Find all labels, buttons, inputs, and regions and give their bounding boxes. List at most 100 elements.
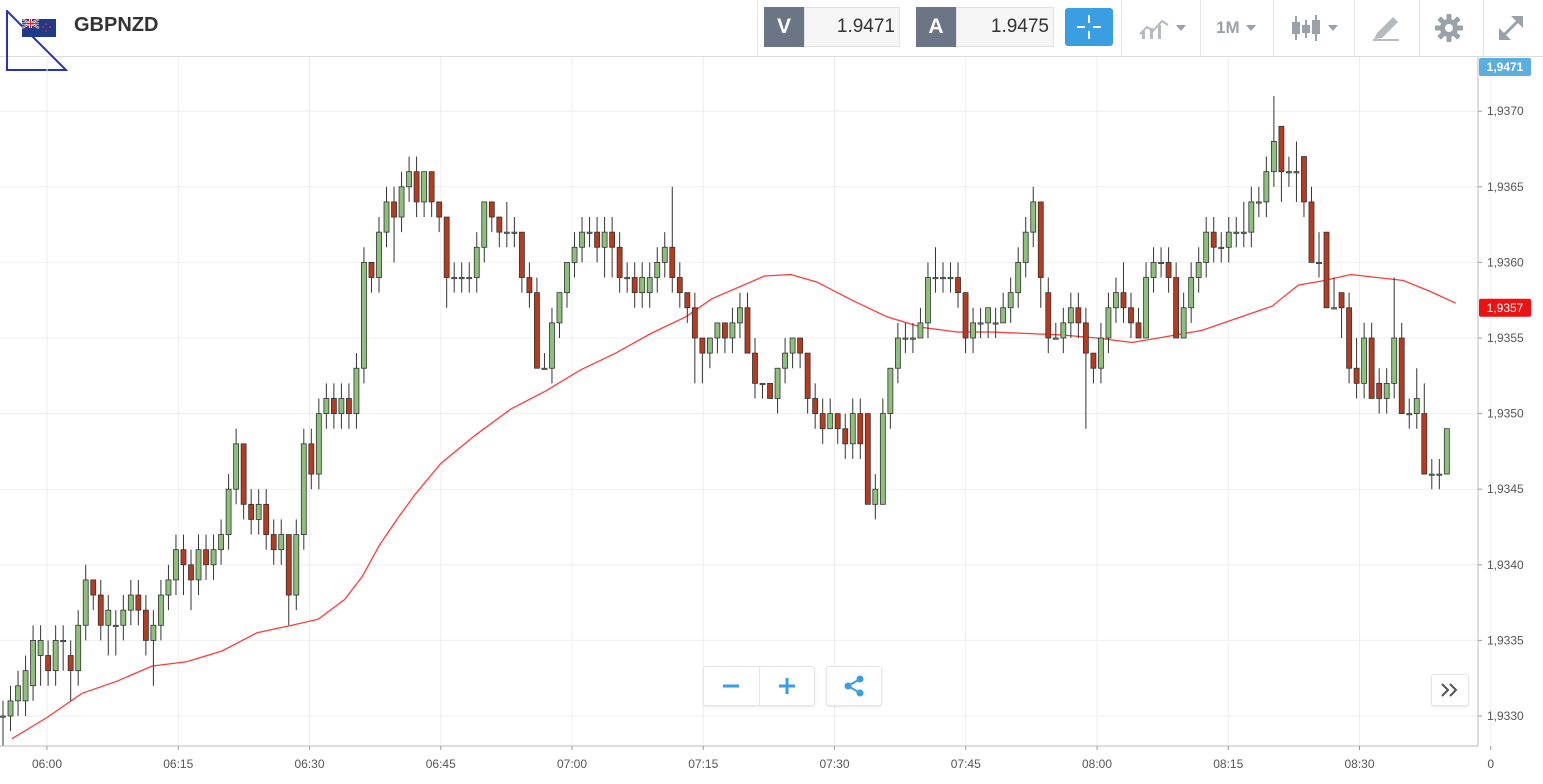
candle	[601, 217, 608, 278]
candle	[706, 337, 713, 369]
sell-button[interactable]: V	[764, 7, 804, 47]
candle-body	[451, 277, 458, 280]
candle	[894, 322, 901, 384]
candle-body	[992, 322, 999, 325]
candle	[1173, 262, 1180, 339]
candle	[699, 337, 706, 384]
candle	[428, 171, 435, 218]
candle	[1413, 368, 1420, 429]
x-tick-label: 0	[1487, 757, 1494, 771]
indicators-button[interactable]	[1138, 12, 1186, 44]
candle-body	[7, 700, 14, 717]
candle	[1022, 217, 1029, 278]
candle-body	[90, 579, 97, 596]
candle	[549, 307, 555, 384]
candle	[962, 292, 969, 354]
candle-body	[962, 292, 969, 339]
candle	[624, 262, 631, 293]
candle-body	[346, 398, 352, 415]
candle-body	[496, 216, 503, 233]
candle-body	[526, 277, 533, 294]
candle	[1105, 292, 1112, 354]
ma-price-label: 1,9357	[1487, 301, 1524, 315]
candle	[105, 595, 112, 656]
chart-type-select[interactable]	[1290, 12, 1338, 44]
candle-body	[1331, 307, 1337, 310]
zoom-in-button[interactable]	[760, 667, 815, 705]
zoom-out-button[interactable]	[704, 667, 759, 705]
candle	[1308, 186, 1315, 263]
candles-icon	[1292, 15, 1320, 41]
candle-body	[248, 503, 255, 520]
candle-body	[278, 534, 285, 551]
candle	[564, 261, 570, 308]
candle-body	[488, 201, 495, 218]
candle-body	[1428, 473, 1435, 476]
ma-price-tag	[1479, 298, 1531, 317]
candle-body	[120, 609, 127, 626]
candle	[1338, 292, 1345, 338]
share-button[interactable]	[826, 666, 882, 706]
candle	[782, 338, 788, 384]
sell-price-box[interactable]: V 1.9471	[764, 7, 900, 47]
buy-button[interactable]: A	[916, 7, 956, 47]
candle	[737, 292, 743, 338]
candle	[947, 262, 954, 293]
candle-body	[1067, 307, 1074, 324]
candle	[571, 232, 578, 278]
candle	[1428, 458, 1435, 490]
candle-body	[594, 231, 600, 248]
candle	[744, 292, 751, 354]
drawing-tools-button[interactable]	[1371, 12, 1401, 44]
candle-body	[300, 443, 307, 535]
toolbar-divider	[1419, 0, 1420, 56]
candle	[30, 625, 36, 701]
candle	[789, 337, 796, 369]
candle	[729, 307, 736, 354]
candle-body	[556, 292, 563, 324]
candle	[300, 428, 307, 550]
candle	[1331, 277, 1337, 310]
candle-body	[511, 231, 518, 234]
candle-body	[323, 398, 330, 415]
candle	[466, 262, 473, 293]
candle	[985, 307, 992, 338]
buy-price-box[interactable]: A 1.9475	[916, 7, 1054, 47]
candle	[60, 625, 67, 671]
candle	[158, 579, 164, 641]
candle	[1098, 322, 1104, 384]
candle	[1406, 398, 1413, 429]
timeframe-select[interactable]: 1M	[1216, 12, 1256, 44]
candle	[1135, 307, 1142, 339]
candle	[1368, 322, 1375, 399]
selection-corner-icon	[6, 10, 68, 71]
toolbar-divider	[757, 0, 758, 56]
candle-body	[631, 277, 638, 294]
candle	[661, 232, 668, 278]
candle-body	[699, 337, 706, 354]
candle-body	[1060, 322, 1067, 339]
candle	[173, 534, 179, 596]
scroll-to-latest-button[interactable]	[1431, 674, 1469, 706]
candle	[353, 353, 360, 429]
candle-body	[646, 277, 653, 294]
candle	[112, 610, 119, 656]
candle-body	[1436, 473, 1443, 476]
fullscreen-button[interactable]	[1497, 12, 1525, 44]
candle-body	[1376, 382, 1383, 399]
settings-button[interactable]	[1434, 12, 1464, 44]
candle	[458, 262, 465, 293]
candle	[52, 625, 59, 686]
candle	[1210, 217, 1217, 263]
candle	[767, 382, 773, 399]
candle-body	[932, 277, 939, 280]
candle-body	[1037, 201, 1044, 278]
candle-body	[293, 534, 300, 596]
candle	[1128, 292, 1134, 338]
candle	[1240, 201, 1247, 248]
crosshair-button[interactable]	[1065, 8, 1113, 46]
candle-body	[255, 503, 262, 520]
x-tick-label: 07:00	[557, 757, 587, 771]
candle	[368, 261, 375, 293]
candle	[834, 413, 841, 444]
